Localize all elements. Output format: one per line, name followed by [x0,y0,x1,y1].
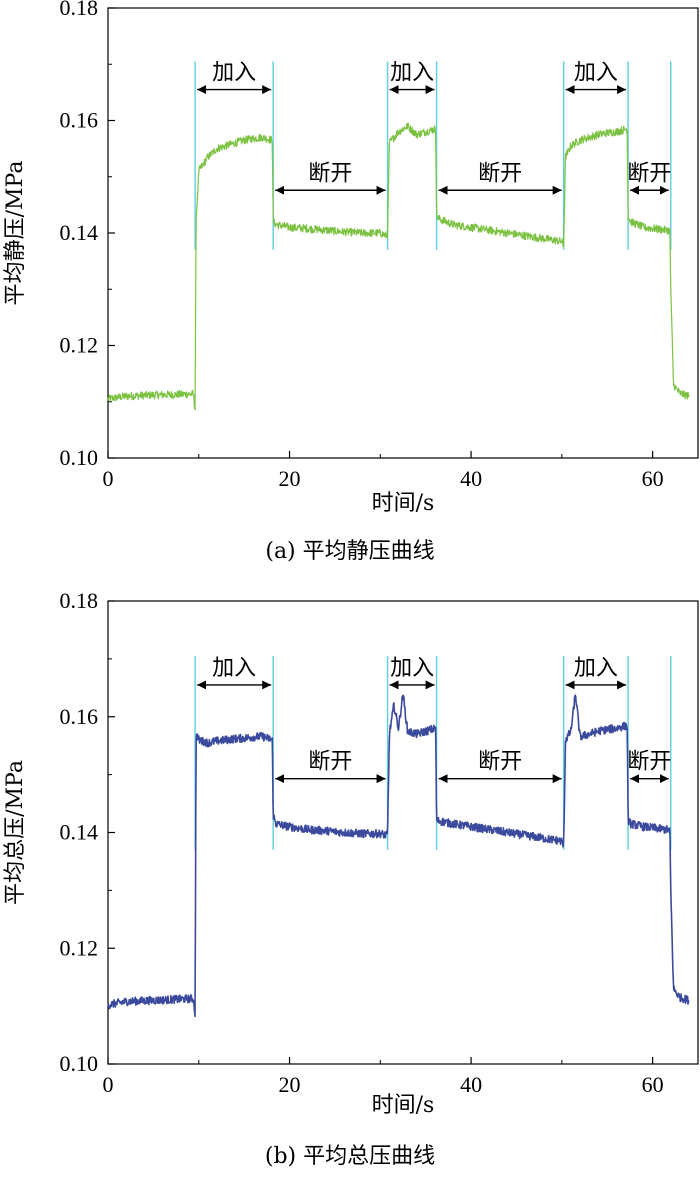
interval-label: 断开 [308,750,352,775]
interval-label: 加入 [390,656,434,681]
interval-label: 加入 [212,656,256,681]
y-tick-label: 0.10 [60,1051,99,1076]
x-tick-label: 60 [642,1072,664,1097]
x-tick-label: 60 [642,466,664,491]
y-axis-label: 平均总压/MPa [3,760,28,905]
y-tick-label: 0.10 [60,445,99,470]
chart-caption: (a) 平均静压曲线 [265,539,434,564]
interval-label: 加入 [390,61,434,86]
x-tick-label: 40 [460,1072,482,1097]
x-tick-label: 20 [279,466,301,491]
x-tick-label: 0 [103,466,114,491]
x-tick-label: 0 [103,1072,114,1097]
interval-label: 断开 [478,750,522,775]
y-tick-label: 0.14 [60,220,99,245]
data-series-line [107,122,690,411]
y-tick-label: 0.16 [60,704,99,729]
interval-label: 加入 [574,61,618,86]
x-tick-label: 20 [279,1072,301,1097]
interval-label: 断开 [627,161,671,186]
interval-label: 加入 [574,656,618,681]
y-tick-label: 0.18 [60,588,99,613]
chart-a: 0.10 0.12 0.14 0.16 0.18 0 20 40 60 时间/s 平均静压/MPa (… [3,0,699,564]
interval-label: 加入 [212,61,256,86]
x-axis-label: 时间/s [372,491,435,516]
y-tick-label: 0.14 [60,820,99,845]
y-tick-label: 0.12 [60,333,99,358]
x-tick-label: 40 [460,466,482,491]
interval-label: 断开 [627,750,671,775]
y-axis-label: 平均静压/MPa [3,161,28,306]
chart-b: 0.10 0.12 0.14 0.16 0.18 0 20 40 60 时间/s 平均总压/MPa (… [3,588,699,1169]
data-series-line [107,694,690,1018]
chart-caption: (b) 平均总压曲线 [265,1144,435,1169]
interval-label: 断开 [478,161,522,186]
interval-label: 断开 [308,161,352,186]
y-tick-label: 0.12 [60,935,99,960]
y-tick-label: 0.16 [60,108,99,133]
y-tick-label: 0.18 [60,0,99,20]
x-axis-label: 时间/s [372,1093,435,1118]
